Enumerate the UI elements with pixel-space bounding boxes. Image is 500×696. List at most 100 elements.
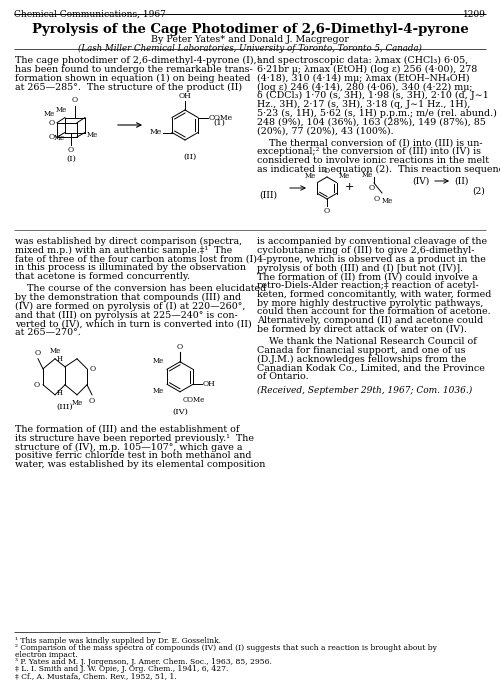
Text: (III): (III) [259, 191, 277, 200]
Text: retro-Diels-Alder reaction;‡ reaction of acetyl-: retro-Diels-Alder reaction;‡ reaction of… [257, 281, 479, 290]
Text: fate of three of the four carbon atoms lost from (I): fate of three of the four carbon atoms l… [15, 255, 257, 264]
Text: (Received, September 29th, 1967; Com. 1036.): (Received, September 29th, 1967; Com. 10… [257, 386, 472, 395]
Text: Alternatively, compound (II) and acetone could: Alternatively, compound (II) and acetone… [257, 316, 483, 325]
Text: that acetone is formed concurrently.: that acetone is formed concurrently. [15, 272, 190, 281]
Text: Me: Me [153, 387, 164, 395]
Text: (2): (2) [472, 187, 485, 196]
Text: Canadian Kodak Co., Limited, and the Province: Canadian Kodak Co., Limited, and the Pro… [257, 363, 485, 372]
Text: H: H [57, 389, 63, 397]
Text: ‡ Cf., A. Mustafa, Chem. Rev., 1952, 51, 1.: ‡ Cf., A. Mustafa, Chem. Rev., 1952, 51,… [15, 672, 177, 680]
Text: ¹ This sample was kindly supplied by Dr. E. Gosselink.: ¹ This sample was kindly supplied by Dr.… [15, 637, 221, 645]
Text: (I): (I) [66, 155, 76, 162]
Text: (Lash Miller Chemical Laboratories, University of Toronto, Toronto 5, Canada): (Lash Miller Chemical Laboratories, Univ… [78, 44, 422, 53]
Text: positive ferric chloride test in both methanol and: positive ferric chloride test in both me… [15, 451, 252, 460]
Text: O: O [89, 397, 95, 405]
Text: By Peter Yates* and Donald J. Macgregor: By Peter Yates* and Donald J. Macgregor [151, 35, 349, 44]
Text: +: + [345, 182, 354, 192]
Text: O: O [35, 349, 41, 357]
Text: 6·21br μ; λmax (EtOH) (log ε) 256 (4·00), 278: 6·21br μ; λmax (EtOH) (log ε) 256 (4·00)… [257, 65, 477, 74]
Text: formation shown in equation (1) on being heated: formation shown in equation (1) on being… [15, 74, 250, 83]
Text: could then account for the formation of acetone.: could then account for the formation of … [257, 308, 490, 317]
Text: (20%), 77 (20%), 43 (100%).: (20%), 77 (20%), 43 (100%). [257, 127, 394, 136]
Text: COMe: COMe [209, 113, 233, 122]
Text: O: O [49, 133, 55, 141]
Text: keten, formed concomitantly, with water, formed: keten, formed concomitantly, with water,… [257, 290, 492, 299]
Text: Me: Me [54, 134, 64, 143]
Text: Me: Me [362, 171, 373, 179]
Text: Me: Me [72, 399, 83, 406]
Text: of Ontario.: of Ontario. [257, 372, 308, 381]
Text: ‡ L. I. Smith and J. W. Opie, J. Org. Chem., 1941, 6, 427.: ‡ L. I. Smith and J. W. Opie, J. Org. Ch… [15, 665, 229, 673]
Text: structure of (IV), m.p. 105—107°, which gave a: structure of (IV), m.p. 105—107°, which … [15, 443, 242, 452]
Text: be formed by direct attack of water on (IV).: be formed by direct attack of water on (… [257, 325, 467, 334]
Text: O: O [324, 167, 330, 175]
Text: O: O [324, 207, 330, 215]
Text: 1209: 1209 [463, 10, 486, 19]
Text: δ (CDCl₃) 1·70 (s, 3H), 1·98 (s, 3H), 2·10 (d, J∼1: δ (CDCl₃) 1·70 (s, 3H), 1·98 (s, 3H), 2·… [257, 91, 489, 100]
Text: mixed m.p.) with an authentic sample.‡¹  The: mixed m.p.) with an authentic sample.‡¹ … [15, 246, 232, 255]
Text: O: O [34, 381, 40, 389]
Text: ² Comparison of the mass spectra of compounds (IV) and (I) suggests that such a : ² Comparison of the mass spectra of comp… [15, 644, 437, 652]
Text: in this process is illuminated by the observation: in this process is illuminated by the ob… [15, 263, 246, 272]
Text: at 265—285°.  The structure of the product (II): at 265—285°. The structure of the produc… [15, 82, 242, 92]
Text: The thermal conversion of (I) into (III) is un-: The thermal conversion of (I) into (III)… [257, 139, 482, 147]
Text: H: H [57, 355, 63, 363]
Text: Canada for financial support, and one of us: Canada for financial support, and one of… [257, 346, 466, 354]
Text: O: O [374, 195, 380, 203]
Text: OH: OH [178, 92, 192, 100]
Text: Me: Me [304, 173, 316, 180]
Text: Me: Me [56, 106, 66, 115]
Text: water, was established by its elemental composition: water, was established by its elemental … [15, 460, 266, 469]
Text: Me: Me [382, 197, 393, 205]
Text: (IV): (IV) [412, 177, 429, 186]
Text: The cage photodimer of 2,6-dimethyl-4-pyrone (I),¹: The cage photodimer of 2,6-dimethyl-4-py… [15, 56, 260, 65]
Text: O: O [369, 184, 375, 192]
Text: (D.J.M.) acknowledges fellowships from the: (D.J.M.) acknowledges fellowships from t… [257, 354, 466, 363]
Text: was established by direct comparison (spectra,: was established by direct comparison (sp… [15, 237, 242, 246]
Text: by more highly destructive pyrolytic pathways,: by more highly destructive pyrolytic pat… [257, 299, 484, 308]
Text: 4-pyrone, which is observed as a product in the: 4-pyrone, which is observed as a product… [257, 255, 486, 264]
Text: The formation of (II) from (IV) could involve a: The formation of (II) from (IV) could in… [257, 272, 478, 281]
Text: cyclobutane ring of (III) to give 2,6-dimethyl-: cyclobutane ring of (III) to give 2,6-di… [257, 246, 474, 255]
Text: O: O [68, 145, 74, 154]
Text: O: O [177, 343, 183, 351]
Text: exceptional;² the conversion of (III) into (IV) is: exceptional;² the conversion of (III) in… [257, 147, 481, 156]
Text: We thank the National Research Council of: We thank the National Research Council o… [257, 337, 477, 346]
Text: 5·23 (s, 1H), 5·62 (s, 1H) p.p.m.; m/e (rel. abund.): 5·23 (s, 1H), 5·62 (s, 1H) p.p.m.; m/e (… [257, 109, 497, 118]
Text: (IV): (IV) [172, 408, 188, 416]
Text: The formation of (III) and the establishment of: The formation of (III) and the establish… [15, 425, 239, 434]
Text: electron impact.: electron impact. [15, 651, 78, 659]
Text: Chemical Communications, 1967: Chemical Communications, 1967 [14, 10, 166, 19]
Text: COMe: COMe [183, 396, 206, 404]
Text: 248 (9%), 104 (36%), 163 (28%), 149 (87%), 85: 248 (9%), 104 (36%), 163 (28%), 149 (87%… [257, 118, 486, 127]
Text: pyrolysis of both (III) and (I) [but not (IV)].: pyrolysis of both (III) and (I) [but not… [257, 263, 463, 273]
Text: by the demonstration that compounds (III) and: by the demonstration that compounds (III… [15, 293, 241, 302]
Text: as indicated in equation (2).  This reaction sequence: as indicated in equation (2). This react… [257, 164, 500, 174]
Text: has been found to undergo the remarkable trans-: has been found to undergo the remarkable… [15, 65, 253, 74]
Text: Hz., 3H), 2·17 (s, 3H), 3·18 (q, J∼1 Hz., 1H),: Hz., 3H), 2·17 (s, 3H), 3·18 (q, J∼1 Hz.… [257, 100, 470, 109]
Text: Me: Me [153, 357, 164, 365]
Text: considered to involve ionic reactions in the melt: considered to involve ionic reactions in… [257, 156, 489, 165]
Text: (III): (III) [56, 403, 74, 411]
Text: its structure have been reported previously.¹  The: its structure have been reported previou… [15, 434, 254, 443]
Text: Pyrolysis of the Cage Photodimer of 2,6-Dimethyl-4-pyrone: Pyrolysis of the Cage Photodimer of 2,6-… [32, 23, 469, 36]
Text: Me: Me [150, 129, 162, 136]
Text: (4·18), 310 (4·14) mμ; λmax (EtOH–NH₄OH): (4·18), 310 (4·14) mμ; λmax (EtOH–NH₄OH) [257, 74, 470, 83]
Text: is accompanied by conventional cleavage of the: is accompanied by conventional cleavage … [257, 237, 487, 246]
Text: (II): (II) [184, 153, 196, 161]
Text: Me: Me [44, 110, 55, 118]
Text: Me: Me [50, 347, 60, 355]
Text: O: O [49, 119, 55, 127]
Text: (IV) are formed on pyrolysis of (I) at 220—260°,: (IV) are formed on pyrolysis of (I) at 2… [15, 301, 245, 310]
Text: The course of the conversion has been elucidated: The course of the conversion has been el… [15, 284, 266, 293]
Text: O: O [90, 365, 96, 373]
Text: ³ P. Yates and M. J. Jorgenson, J. Amer. Chem. Soc., 1963, 85, 2956.: ³ P. Yates and M. J. Jorgenson, J. Amer.… [15, 658, 272, 666]
Text: and spectroscopic data: λmax (CHCl₃) 6·05,: and spectroscopic data: λmax (CHCl₃) 6·0… [257, 56, 468, 65]
Text: Me: Me [338, 173, 350, 180]
Text: verted to (IV), which in turn is converted into (II): verted to (IV), which in turn is convert… [15, 319, 252, 329]
Text: at 265—270°.: at 265—270°. [15, 328, 81, 337]
Text: and that (III) on pyrolysis at 225—240° is con-: and that (III) on pyrolysis at 225—240° … [15, 310, 238, 319]
Text: OH: OH [203, 380, 215, 388]
Text: O: O [72, 97, 78, 104]
Text: (II): (II) [454, 177, 468, 186]
